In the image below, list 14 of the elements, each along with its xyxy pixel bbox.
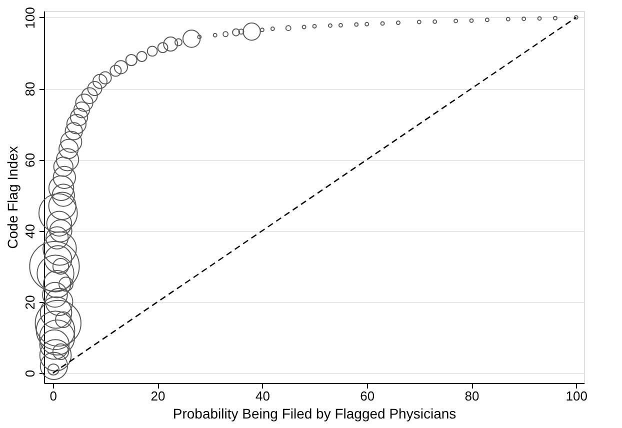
x-axis-title: Probability Being Filed by Flagged Physicians	[172, 406, 456, 422]
x-tick-label: 100	[566, 388, 588, 404]
y-tick-label: 100	[22, 7, 38, 29]
x-tick-label: 60	[360, 388, 375, 404]
x-tick-label: 20	[150, 388, 166, 404]
x-tick-label: 80	[464, 388, 480, 404]
y-tick-label: 40	[22, 224, 38, 239]
x-tick-label: 0	[50, 388, 58, 404]
y-tick-label: 60	[22, 152, 38, 168]
y-tick-label: 20	[22, 295, 38, 310]
y-axis-title: Code Flag Index	[4, 146, 20, 249]
y-tick-label: 80	[22, 82, 38, 96]
y-tick-label: 0	[22, 370, 38, 378]
x-tick-label: 40	[255, 388, 270, 404]
